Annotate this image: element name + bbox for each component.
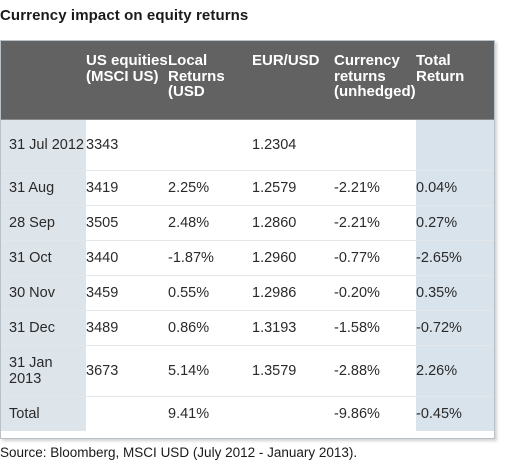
cell-us-equities: 3440 [86, 240, 168, 276]
header-us-equities: US equities (MSCI US) [86, 41, 168, 120]
cell-eur-usd: 1.3193 [252, 310, 334, 346]
cell-currency-returns [334, 119, 416, 171]
cell-us-equities [86, 396, 168, 431]
cell-us-equities: 3459 [86, 275, 168, 311]
header-row: US equities (MSCI US) Local Returns (USD… [1, 41, 494, 120]
cell-local-returns: 0.55% [168, 275, 252, 311]
table-frame: US equities (MSCI US) Local Returns (USD… [0, 40, 495, 439]
cell-eur-usd: 1.2860 [252, 205, 334, 241]
table-row: 31 Oct 3440 -1.87% 1.2960 -0.77% -2.65% [1, 240, 494, 276]
header-local-returns: Local Returns (USD [168, 41, 252, 120]
row-date: 31 Dec [1, 310, 86, 346]
source-note: Source: Bloomberg, MSCI USD (July 2012 -… [0, 445, 358, 460]
cell-local-returns: -1.87% [168, 240, 252, 276]
cell-us-equities: 3343 [86, 119, 168, 171]
cell-total-return: -2.65% [416, 240, 494, 276]
cell-us-equities: 3489 [86, 310, 168, 346]
row-total-label: Total [1, 396, 86, 431]
cell-us-equities: 3673 [86, 345, 168, 397]
cell-us-equities: 3419 [86, 170, 168, 206]
cell-total-return: 2.26% [416, 345, 494, 397]
cell-currency-returns: -9.86% [334, 405, 380, 422]
cell-currency-returns: -2.88% [334, 345, 416, 397]
cell-currency-returns: -0.20% [334, 275, 416, 311]
cell-eur-usd [252, 396, 334, 431]
cell-total-return: -0.45% [416, 396, 494, 431]
cell-eur-usd: 1.3579 [252, 345, 334, 397]
cell-local-returns: 5.14% [168, 345, 252, 397]
cell-eur-usd: 1.2960 [252, 240, 334, 276]
table-row: 31 Jul 2012 3343 1.2304 [1, 119, 494, 171]
cell-us-equities: 3505 [86, 205, 168, 241]
cell-local-returns: 9.41% [168, 405, 210, 422]
cell-eur-usd: 1.2579 [252, 170, 334, 206]
cell-currency-returns: -0.77% [334, 240, 416, 276]
cell-total-return: 0.35% [416, 275, 494, 311]
cell-total-return [416, 119, 494, 171]
row-date: 30 Nov [1, 275, 86, 311]
cell-currency-returns: -1.58% [334, 310, 416, 346]
cell-total-return: 0.04% [416, 170, 494, 206]
header-currency-returns: Currency returns (unhedged) [334, 41, 416, 120]
table-row: 31 Dec 3489 0.86% 1.3193 -1.58% -0.72% [1, 310, 494, 346]
table-row: 31 Aug 3419 2.25% 1.2579 -2.21% 0.04% [1, 170, 494, 206]
row-date: 31 Jan 2013 [1, 345, 86, 397]
table-row: 30 Nov 3459 0.55% 1.2986 -0.20% 0.35% [1, 275, 494, 311]
cell-eur-usd: 1.2304 [252, 119, 334, 171]
total-row: Total 9.41% -9.86% -0.45% [1, 396, 494, 431]
row-date: 31 Oct [1, 240, 86, 276]
cell-local-returns: 0.86% [168, 310, 252, 346]
cell-currency-returns: -2.21% [334, 205, 416, 241]
row-date: 31 Jul 2012 [1, 119, 86, 171]
cell-total-return: -0.72% [416, 310, 494, 346]
header-eur-usd: EUR/USD [252, 41, 334, 120]
currency-returns-table: US equities (MSCI US) Local Returns (USD… [1, 41, 494, 431]
table-row: 28 Sep 3505 2.48% 1.2860 -2.21% 0.27% [1, 205, 494, 241]
table-title: Currency impact on equity returns [0, 7, 249, 24]
cell-local-returns: 2.25% [168, 170, 252, 206]
row-date: 31 Aug [1, 170, 86, 206]
header-date [1, 41, 86, 120]
cell-local-returns [168, 119, 252, 171]
cell-total-return: 0.27% [416, 205, 494, 241]
cell-local-returns: 2.48% [168, 205, 252, 241]
row-date: 28 Sep [1, 205, 86, 241]
header-total-return: Total Return [416, 41, 494, 120]
table-row: 31 Jan 2013 3673 5.14% 1.3579 -2.88% 2.2… [1, 345, 494, 397]
cell-currency-returns: -2.21% [334, 170, 416, 206]
cell-eur-usd: 1.2986 [252, 275, 334, 311]
